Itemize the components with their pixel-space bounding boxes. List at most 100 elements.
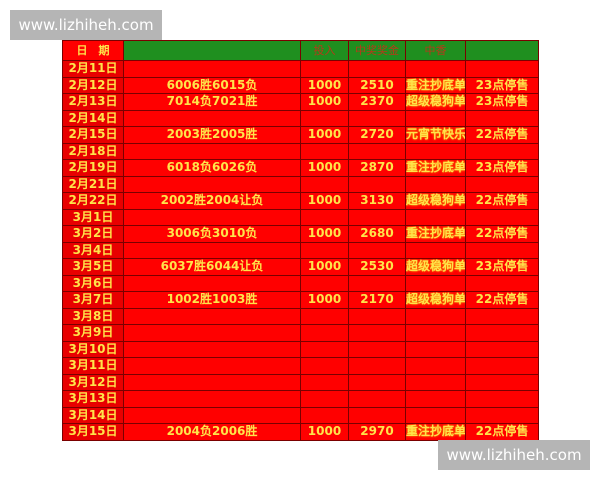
- match-cell: 6006胜6015负: [123, 76, 301, 94]
- match-cell: 2002胜2004让负: [123, 192, 301, 210]
- tag-cell: 重注抄底单: [405, 159, 466, 177]
- prize-cell: 2970: [348, 423, 406, 441]
- tag-cell: [405, 357, 466, 375]
- prize-cell: [348, 142, 406, 160]
- date-cell: 3月7日: [62, 291, 124, 309]
- date-cell: 3月1日: [62, 208, 124, 226]
- note-cell: [465, 340, 539, 358]
- note-cell: [465, 406, 539, 424]
- table-row: 3月9日: [62, 324, 539, 342]
- table-row: 2月21日: [62, 175, 539, 193]
- date-cell: 2月22日: [62, 192, 124, 210]
- date-cell: 2月15日: [62, 126, 124, 144]
- note-cell: 22点停售: [465, 225, 539, 243]
- date-cell: 3月10日: [62, 340, 124, 358]
- match-cell: [123, 109, 301, 127]
- table-row: 3月13日: [62, 390, 539, 408]
- stake-cell: [300, 357, 349, 375]
- prize-cell: [348, 406, 406, 424]
- table-row: 2月22日 2002胜2004让负 1000 3130 超级稳狗单 22点停售: [62, 192, 539, 210]
- table-row: 3月14日: [62, 406, 539, 424]
- note-cell: 23点停售: [465, 258, 539, 276]
- table-row: 3月4日: [62, 241, 539, 259]
- table-row: 3月11日: [62, 357, 539, 375]
- prize-cell: 2720: [348, 126, 406, 144]
- match-cell: [123, 60, 301, 78]
- note-cell: [465, 390, 539, 408]
- tag-cell: [405, 340, 466, 358]
- date-cell: 3月15日: [62, 423, 124, 441]
- match-cell: 7014负7021胜: [123, 93, 301, 111]
- table-row: 3月2日 3006负3010负 1000 2680 重注抄底单 22点停售: [62, 225, 539, 243]
- date-cell: 3月14日: [62, 406, 124, 424]
- tag-cell: 元宵节快乐: [405, 126, 466, 144]
- match-cell: [123, 208, 301, 226]
- note-cell: [465, 357, 539, 375]
- tag-cell: 超级稳狗单: [405, 93, 466, 111]
- table-row: 3月5日 6037胜6044让负 1000 2530 超级稳狗单 23点停售: [62, 258, 539, 276]
- note-cell: [465, 274, 539, 292]
- note-cell: [465, 241, 539, 259]
- tag-cell: [405, 175, 466, 193]
- tag-cell: [405, 406, 466, 424]
- date-cell: 3月9日: [62, 324, 124, 342]
- stake-cell: 1000: [300, 291, 349, 309]
- table-row: 3月10日: [62, 340, 539, 358]
- watermark-bottom: www.lizhiheh.com: [438, 440, 590, 470]
- stake-cell: [300, 175, 349, 193]
- note-cell: 22点停售: [465, 423, 539, 441]
- stake-cell: 1000: [300, 126, 349, 144]
- date-cell: 3月11日: [62, 357, 124, 375]
- table-row: 3月1日: [62, 208, 539, 226]
- date-cell: 3月8日: [62, 307, 124, 325]
- header-match: [123, 40, 301, 61]
- prize-cell: [348, 175, 406, 193]
- stake-cell: [300, 406, 349, 424]
- match-cell: 1002胜1003胜: [123, 291, 301, 309]
- table-row: 3月6日: [62, 274, 539, 292]
- prize-cell: 3130: [348, 192, 406, 210]
- tag-cell: 重注抄底单: [405, 423, 466, 441]
- results-table: 日 期 投入 中奖奖金 中香 2月11日 2月12日 6006胜6015负 1000 2…: [62, 40, 539, 441]
- note-cell: [465, 324, 539, 342]
- stake-cell: [300, 324, 349, 342]
- table-row: 3月12日: [62, 373, 539, 391]
- date-cell: 3月5日: [62, 258, 124, 276]
- prize-cell: 2680: [348, 225, 406, 243]
- header-tag: 中香: [405, 40, 466, 61]
- match-cell: [123, 241, 301, 259]
- date-cell: 2月12日: [62, 76, 124, 94]
- stake-cell: [300, 274, 349, 292]
- tag-cell: [405, 390, 466, 408]
- note-cell: 22点停售: [465, 192, 539, 210]
- match-cell: 2003胜2005胜: [123, 126, 301, 144]
- table-row: 3月7日 1002胜1003胜 1000 2170 超级稳狗单 22点停售: [62, 291, 539, 309]
- table-row: 3月15日 2004负2006胜 1000 2970 重注抄底单 22点停售: [62, 423, 539, 441]
- header-prize: 中奖奖金: [348, 40, 406, 61]
- date-cell: 3月2日: [62, 225, 124, 243]
- table-row: 2月14日: [62, 109, 539, 127]
- stake-cell: 1000: [300, 93, 349, 111]
- header-note: [465, 40, 539, 61]
- stake-cell: [300, 340, 349, 358]
- stake-cell: 1000: [300, 159, 349, 177]
- note-cell: [465, 208, 539, 226]
- tag-cell: 超级稳狗单: [405, 258, 466, 276]
- prize-cell: [348, 340, 406, 358]
- table-row: 2月13日 7014负7021胜 1000 2370 超级稳狗单 23点停售: [62, 93, 539, 111]
- tag-cell: [405, 142, 466, 160]
- match-cell: [123, 406, 301, 424]
- date-cell: 2月14日: [62, 109, 124, 127]
- tag-cell: [405, 274, 466, 292]
- header-date: 日 期: [62, 40, 124, 61]
- match-cell: 3006负3010负: [123, 225, 301, 243]
- table-row: 2月15日 2003胜2005胜 1000 2720 元宵节快乐 22点停售: [62, 126, 539, 144]
- prize-cell: [348, 357, 406, 375]
- tag-cell: [405, 109, 466, 127]
- note-cell: [465, 109, 539, 127]
- note-cell: [465, 307, 539, 325]
- tag-cell: [405, 307, 466, 325]
- table-row: 2月19日 6018负6026负 1000 2870 重注抄底单 23点停售: [62, 159, 539, 177]
- note-cell: 23点停售: [465, 76, 539, 94]
- header-row: 日 期 投入 中奖奖金 中香: [62, 40, 539, 61]
